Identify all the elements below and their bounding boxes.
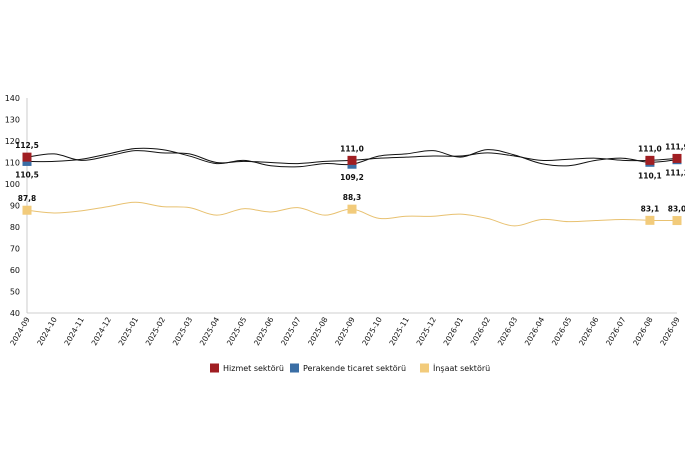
data-label: 83,0: [668, 205, 685, 214]
data-labels: 112,5 110,5 111,0 109,2 111,0 110,1 111,9 111,3…: [15, 141, 685, 213]
y-tick-label: 130: [5, 116, 20, 125]
x-tick-label: 2025-07: [279, 315, 303, 347]
x-tick-label: 2025-09: [333, 315, 357, 347]
x-tick-label: 2026-02: [469, 315, 493, 347]
y-axis: 40 50 60 70 80 90 100 110 120 130 140: [5, 94, 28, 318]
legend-insaat-swatch: [420, 363, 429, 373]
data-label: 83,1: [641, 204, 660, 213]
x-tick-label: 2026-07: [604, 315, 628, 347]
y-tick-label: 70: [10, 245, 20, 254]
x-tick-label: 2025-03: [171, 315, 195, 347]
y-tick-label: 90: [10, 202, 20, 211]
data-label: 110,5: [15, 170, 39, 179]
y-tick-label: 60: [10, 266, 20, 275]
y-tick-label: 140: [5, 94, 20, 103]
x-tick-label: 2025-02: [144, 315, 168, 347]
hizmet-marker: [347, 155, 357, 165]
x-tick-label: 2026-01: [442, 315, 466, 347]
x-tick-label: 2025-08: [306, 315, 330, 347]
x-tick-label: 2026-03: [496, 315, 520, 347]
y-tick-label: 110: [5, 159, 20, 168]
x-tick-label: 2026-05: [550, 315, 574, 347]
insaat-marker: [22, 205, 32, 215]
x-tick-label: 2024-10: [35, 315, 59, 347]
hizmet-marker: [645, 155, 655, 165]
hizmet-marker: [672, 153, 682, 163]
series-markers: [22, 152, 682, 226]
x-tick-label: 2026-04: [523, 315, 547, 347]
legend-perakende-label: Perakende ticaret sektörü: [303, 364, 406, 373]
x-tick-label: 2026-09: [658, 315, 682, 347]
y-tick-label: 120: [5, 137, 20, 146]
y-tick-label: 100: [5, 180, 20, 189]
legend-hizmet-swatch: [210, 363, 219, 373]
legend-insaat-label: İnşaat sektörü: [433, 363, 490, 373]
data-label: 111,3: [665, 169, 685, 178]
data-label: 111,0: [638, 144, 662, 153]
data-label: 88,3: [343, 193, 362, 202]
x-tick-label: 2025-01: [117, 315, 141, 347]
data-label: 112,5: [15, 141, 39, 150]
hizmet-marker: [22, 152, 32, 162]
x-tick-label: 2024-11: [62, 315, 86, 347]
x-tick-label: 2025-06: [252, 315, 276, 347]
x-tick-label: 2026-06: [577, 315, 601, 347]
x-tick-label: 2024-12: [90, 315, 114, 347]
legend-perakende-swatch: [290, 363, 299, 373]
data-label: 87,8: [18, 194, 37, 203]
y-tick-label: 50: [10, 288, 20, 297]
y-tick-label: 80: [10, 223, 20, 232]
insaat-marker: [347, 204, 357, 214]
legend: Hizmet sektörü Perakende ticaret sektörü İ…: [210, 363, 490, 373]
x-tick-label: 2024-09: [8, 315, 32, 347]
data-label: 109,2: [340, 173, 364, 182]
x-tick-label: 2026-08: [631, 315, 655, 347]
x-tick-label: 2025-04: [198, 315, 222, 347]
x-tick-label: 2025-10: [360, 315, 384, 347]
data-label: 110,1: [638, 171, 662, 180]
insaat-marker: [672, 216, 682, 226]
x-tick-label: 2025-11: [387, 315, 411, 347]
x-axis: 2024-09 2024-10 2024-11 2024-12 2025-01 2025-…: [8, 312, 682, 347]
y-tick-label: 40: [10, 309, 20, 318]
data-label: 111,9: [665, 142, 685, 151]
insaat-marker: [645, 215, 655, 225]
x-tick-label: 2025-12: [415, 315, 439, 347]
x-tick-label: 2025-05: [225, 315, 249, 347]
legend-hizmet-label: Hizmet sektörü: [223, 364, 284, 373]
data-label: 111,0: [340, 144, 364, 153]
